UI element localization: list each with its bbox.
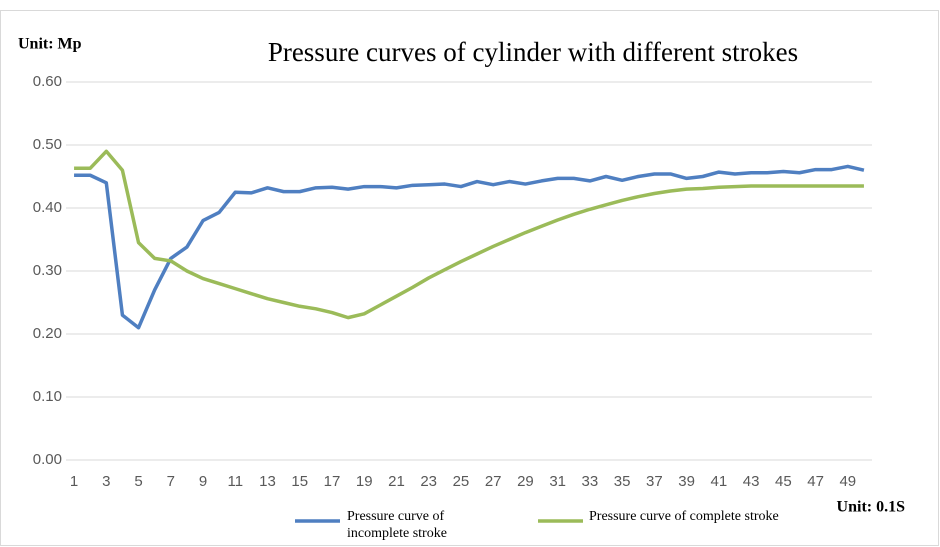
- x-tick-label: 23: [420, 473, 437, 490]
- data-line: [74, 164, 865, 330]
- x-tick-label: 31: [549, 473, 566, 490]
- legend-label: Pressure curve of complete stroke: [589, 509, 779, 524]
- x-tick-label: 3: [102, 473, 110, 490]
- legend-label: Pressure curve of incomplete stroke: [347, 509, 447, 541]
- chart-title: Pressure curves of cylinder with differe…: [268, 37, 798, 67]
- x-tick-label: 5: [134, 473, 142, 490]
- y-tick-label: 0.30: [33, 262, 62, 279]
- x-tick-label: 27: [485, 473, 502, 490]
- x-tick-label: 47: [807, 473, 824, 490]
- x-tick-label: 13: [259, 473, 276, 490]
- y-tick-label: 0.00: [33, 451, 62, 468]
- y-tick-label: 0.10: [33, 388, 62, 405]
- x-tick-label: 29: [517, 473, 534, 490]
- x-tick-label: 19: [356, 473, 373, 490]
- y-axis-label: Unit: Mp: [18, 36, 82, 53]
- x-tick-label: 21: [388, 473, 405, 490]
- x-tick-label: 45: [775, 473, 792, 490]
- x-tick-label: 39: [678, 473, 695, 490]
- x-tick-label: 25: [453, 473, 470, 490]
- x-tick-label: 49: [839, 473, 856, 490]
- x-axis-label: Unit: 0.1S: [837, 499, 906, 516]
- chart-frame: [0, 10, 939, 546]
- x-tick-label: 33: [582, 473, 599, 490]
- x-tick-label: 35: [614, 473, 631, 490]
- x-tick-label: 11: [227, 473, 243, 490]
- x-tick-label: 41: [711, 473, 728, 490]
- x-tick-label: 15: [291, 473, 308, 490]
- data-line: [74, 149, 864, 320]
- x-tick-label: 43: [743, 473, 760, 490]
- y-tick-label: 0.20: [33, 325, 62, 342]
- x-tick-label: 1: [70, 473, 78, 490]
- y-tick-label: 0.50: [33, 136, 62, 153]
- y-tick-label: 0.40: [33, 199, 62, 216]
- x-tick-label: 9: [199, 473, 207, 490]
- x-tick-label: 37: [646, 473, 663, 490]
- y-tick-label: 0.60: [33, 73, 62, 90]
- x-tick-label: 7: [167, 473, 175, 490]
- x-tick-label: 17: [324, 473, 341, 490]
